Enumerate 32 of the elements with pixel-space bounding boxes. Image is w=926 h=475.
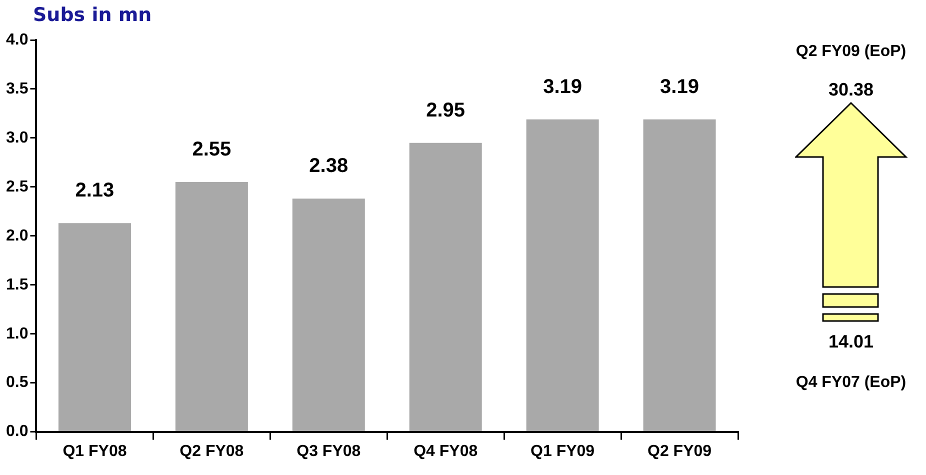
bar xyxy=(409,142,482,432)
x-tick-label: Q1 FY09 xyxy=(530,442,595,460)
y-tick-label: 2.0 xyxy=(6,227,28,244)
data-label: 2.38 xyxy=(309,155,348,178)
text: Q2 FY09 (EoP) xyxy=(796,43,906,61)
data-label: 3.19 xyxy=(660,76,699,98)
y-tick-label: 3.0 xyxy=(6,129,28,146)
x-tick-label: Q2 FY09 xyxy=(648,442,712,460)
text: Q4 FY07 (EoP) xyxy=(796,374,906,392)
text: 30.38 xyxy=(828,80,874,100)
chart-title: Subs in mn xyxy=(33,4,152,26)
data-label: 3.19 xyxy=(543,76,582,98)
bar xyxy=(292,198,365,432)
bar xyxy=(58,223,131,432)
data-label: 2.13 xyxy=(75,180,114,202)
y-tick-label: 3.5 xyxy=(6,80,28,98)
text: 14.01 xyxy=(828,332,874,352)
y-tick-label: 0.5 xyxy=(6,374,28,392)
bar xyxy=(175,182,248,432)
y-tick-label: 0.0 xyxy=(6,423,28,440)
data-label: 2.55 xyxy=(192,138,232,161)
y-tick-label: 1.5 xyxy=(6,276,28,294)
bar xyxy=(643,119,716,432)
y-tick-label: 2.5 xyxy=(6,178,28,196)
x-tick-label: Q4 FY08 xyxy=(414,442,478,460)
y-tick-label: 4.0 xyxy=(6,31,28,48)
x-tick-label: Q3 FY08 xyxy=(296,442,361,460)
y-tick-label: 1.0 xyxy=(6,325,28,342)
x-tick-label: Q1 FY08 xyxy=(62,442,127,460)
x-tick-label: Q2 FY08 xyxy=(180,442,244,460)
bar xyxy=(526,119,599,432)
data-label: 2.95 xyxy=(426,99,466,122)
